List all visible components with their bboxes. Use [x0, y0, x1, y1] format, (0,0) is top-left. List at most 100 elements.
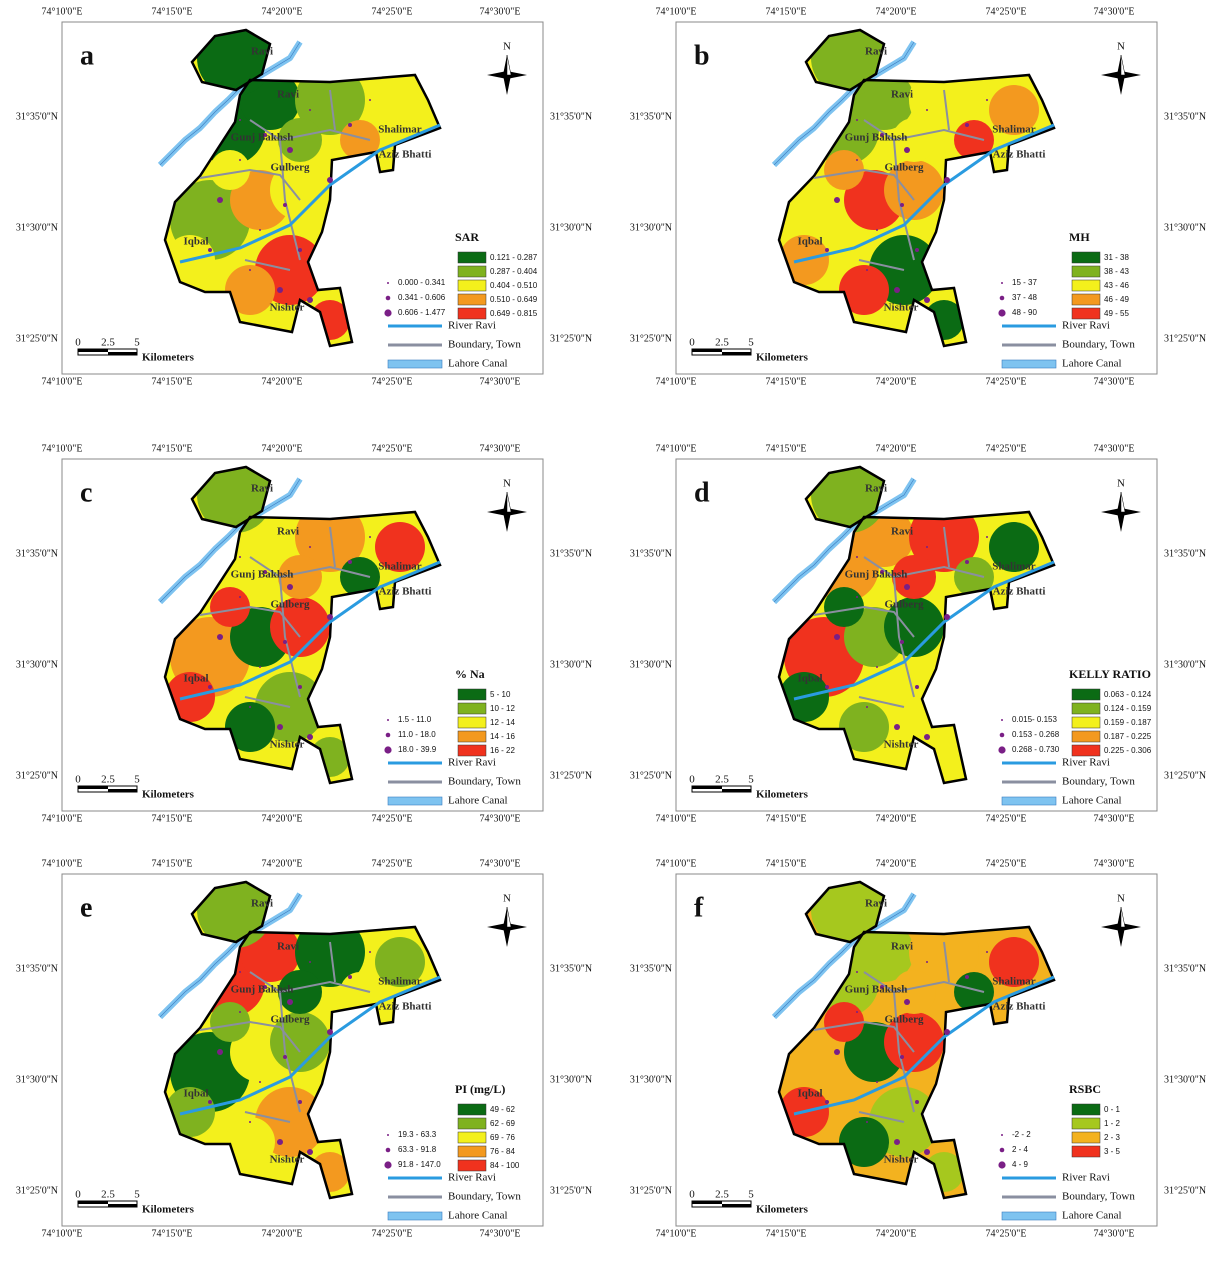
- sample-point: [307, 734, 313, 740]
- scale-unit: Kilometers: [142, 789, 195, 801]
- town-label: Iqbal: [183, 236, 208, 248]
- longitude-label: 74°25'0"E: [372, 1228, 413, 1239]
- zone: [225, 265, 275, 315]
- town-label: Ravi: [251, 483, 273, 495]
- legend-label: 12 - 14: [490, 718, 515, 727]
- latitude-label: 31°30'0"N: [550, 659, 592, 670]
- scale-label: 5: [748, 1189, 754, 1201]
- longitude-label: 74°20'0"E: [262, 858, 303, 869]
- town-label: Ravi: [891, 89, 913, 101]
- longitude-label: 74°30'0"E: [480, 1228, 521, 1239]
- sample-point: [915, 1100, 919, 1104]
- longitude-label: 74°20'0"E: [876, 1228, 917, 1239]
- sample-point: [298, 248, 302, 252]
- legend-point-label: 18.0 - 39.9: [398, 745, 437, 754]
- legend-title: MH: [1069, 230, 1090, 244]
- scale-label: 5: [134, 1189, 140, 1201]
- town-label: Iqbal: [797, 236, 822, 248]
- north-arrow: [1121, 492, 1125, 512]
- sample-point: [965, 975, 969, 979]
- legend-title: PI (mg/L): [455, 1082, 505, 1096]
- sample-point: [866, 269, 868, 271]
- legend-line-label: River Ravi: [448, 757, 496, 769]
- town-label: Nishter: [270, 1154, 305, 1166]
- north-label: N: [1117, 478, 1125, 490]
- legend-canal: [388, 360, 442, 368]
- scale-label: 0: [689, 1189, 695, 1201]
- legend-swatch: [1072, 1146, 1100, 1157]
- longitude-label: 74°10'0"E: [656, 443, 697, 454]
- town-label: Shalimar: [378, 561, 422, 573]
- sample-point: [259, 666, 261, 668]
- town-label: Ravi: [865, 46, 887, 58]
- longitude-label: 74°25'0"E: [372, 443, 413, 454]
- longitude-label: 74°30'0"E: [1094, 813, 1135, 824]
- legend-point-label: 15 - 37: [1012, 278, 1037, 287]
- sample-point: [309, 546, 311, 548]
- legend-swatch: [1072, 745, 1100, 756]
- legend-line-label: Lahore Canal: [1062, 358, 1122, 370]
- latitude-label: 31°35'0"N: [16, 111, 58, 122]
- legend-line-label: Lahore Canal: [448, 795, 508, 807]
- legend-point-label: 37 - 48: [1012, 293, 1037, 302]
- north-label: N: [1117, 41, 1125, 53]
- legend-label: 49 - 55: [1104, 309, 1129, 318]
- sample-point: [283, 640, 287, 644]
- sample-point: [965, 560, 969, 564]
- legend-point-label: 0.000 - 0.341: [398, 278, 446, 287]
- legend-label: 0.510 - 0.649: [490, 295, 538, 304]
- longitude-label: 74°20'0"E: [262, 1228, 303, 1239]
- legend-point: [1001, 719, 1003, 721]
- sample-point: [287, 147, 293, 153]
- sample-point: [856, 119, 858, 121]
- sample-point: [217, 197, 223, 203]
- town-label: Ravi: [891, 526, 913, 538]
- north-arrow: [507, 492, 511, 512]
- town-label: Shalimar: [992, 561, 1036, 573]
- legend-label: 62 - 69: [490, 1119, 515, 1128]
- scale-label: 2.5: [101, 774, 115, 786]
- town-label: Gunj Bakhsh: [231, 569, 294, 581]
- latitude-label: 31°25'0"N: [1164, 770, 1206, 781]
- legend-title: % Na: [455, 667, 485, 681]
- scale-bar: [722, 789, 751, 792]
- legend-point: [386, 1148, 391, 1153]
- scale-bar: [692, 349, 722, 352]
- north-arrow: [1121, 907, 1125, 927]
- sample-point: [307, 1149, 313, 1155]
- north-label: N: [1117, 893, 1125, 905]
- sample-point: [944, 614, 950, 620]
- legend-swatch: [1072, 1132, 1100, 1143]
- legend-point: [1000, 296, 1005, 301]
- longitude-label: 74°20'0"E: [876, 376, 917, 387]
- sample-point: [277, 724, 283, 730]
- legend-label: 46 - 49: [1104, 295, 1129, 304]
- sample-point: [259, 1081, 261, 1083]
- legend-swatch: [458, 689, 486, 700]
- legend-point: [387, 719, 389, 721]
- sample-point: [208, 248, 212, 252]
- latitude-label: 31°35'0"N: [630, 963, 672, 974]
- longitude-label: 74°15'0"E: [766, 443, 807, 454]
- latitude-label: 31°35'0"N: [16, 548, 58, 559]
- zone: [839, 265, 889, 315]
- scale-bar: [78, 786, 108, 789]
- sample-point: [876, 666, 878, 668]
- legend-swatch: [1072, 703, 1100, 714]
- sample-point: [239, 1011, 241, 1013]
- sample-point: [904, 147, 910, 153]
- longitude-label: 74°25'0"E: [372, 6, 413, 17]
- town-label: Shalimar: [378, 976, 422, 988]
- legend-swatch: [458, 266, 486, 277]
- legend-line-label: Boundary, Town: [1062, 776, 1135, 788]
- legend-swatch: [458, 731, 486, 742]
- sample-point: [856, 159, 858, 161]
- legend-line-label: Boundary, Town: [1062, 1191, 1135, 1203]
- sample-point: [856, 1011, 858, 1013]
- legend-point: [387, 282, 389, 284]
- town-label: Gulberg: [270, 1014, 310, 1026]
- sample-point: [327, 177, 333, 183]
- sample-point: [894, 1139, 900, 1145]
- legend-swatch: [1072, 717, 1100, 728]
- sample-point: [283, 203, 287, 207]
